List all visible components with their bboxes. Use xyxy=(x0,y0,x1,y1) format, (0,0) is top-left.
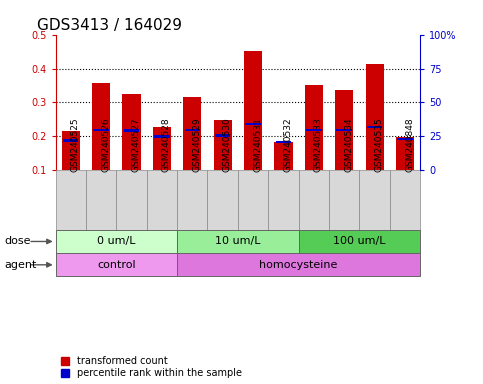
Bar xyxy=(245,122,261,125)
Bar xyxy=(274,142,293,170)
FancyBboxPatch shape xyxy=(298,170,329,230)
Text: homocysteine: homocysteine xyxy=(259,260,338,270)
FancyBboxPatch shape xyxy=(56,253,177,276)
Bar xyxy=(62,131,80,170)
Bar xyxy=(92,83,110,170)
Text: GSM240527: GSM240527 xyxy=(131,118,141,172)
Text: 0 um/L: 0 um/L xyxy=(97,237,136,247)
FancyBboxPatch shape xyxy=(56,170,86,230)
Text: 10 um/L: 10 um/L xyxy=(215,237,261,247)
FancyBboxPatch shape xyxy=(177,253,420,276)
Text: GSM240528: GSM240528 xyxy=(162,118,171,172)
FancyBboxPatch shape xyxy=(208,170,238,230)
Bar xyxy=(366,64,384,170)
FancyBboxPatch shape xyxy=(268,170,298,230)
Text: dose: dose xyxy=(5,237,31,247)
FancyBboxPatch shape xyxy=(116,170,147,230)
Text: GSM240529: GSM240529 xyxy=(192,118,201,172)
FancyBboxPatch shape xyxy=(329,170,359,230)
FancyBboxPatch shape xyxy=(56,230,177,253)
FancyBboxPatch shape xyxy=(359,170,390,230)
FancyBboxPatch shape xyxy=(390,170,420,230)
Text: GSM240525: GSM240525 xyxy=(71,118,80,172)
FancyBboxPatch shape xyxy=(147,170,177,230)
FancyBboxPatch shape xyxy=(238,170,268,230)
Bar xyxy=(185,129,200,131)
Text: GSM240534: GSM240534 xyxy=(344,118,353,172)
Bar xyxy=(154,135,170,137)
Bar xyxy=(396,137,414,170)
Bar xyxy=(213,120,232,170)
Text: 100 um/L: 100 um/L xyxy=(333,237,386,247)
Text: GSM240533: GSM240533 xyxy=(314,118,323,172)
Bar xyxy=(367,126,383,128)
Text: GDS3413 / 164029: GDS3413 / 164029 xyxy=(37,18,182,33)
Bar xyxy=(306,129,322,131)
FancyBboxPatch shape xyxy=(298,230,420,253)
Bar xyxy=(183,98,201,170)
Text: GSM240532: GSM240532 xyxy=(284,118,293,172)
FancyBboxPatch shape xyxy=(177,230,298,253)
Bar xyxy=(93,129,109,131)
Text: GSM240530: GSM240530 xyxy=(223,118,232,172)
Text: control: control xyxy=(97,260,136,270)
Bar xyxy=(244,51,262,170)
Bar xyxy=(153,127,171,170)
Bar xyxy=(63,139,79,142)
FancyBboxPatch shape xyxy=(177,170,208,230)
Bar xyxy=(122,94,141,170)
Text: GSM240535: GSM240535 xyxy=(375,118,384,172)
Bar xyxy=(337,129,352,131)
Text: GSM240531: GSM240531 xyxy=(253,118,262,172)
Bar xyxy=(305,85,323,170)
Bar xyxy=(397,137,413,140)
Text: GSM240526: GSM240526 xyxy=(101,118,110,172)
Text: agent: agent xyxy=(5,260,37,270)
Bar xyxy=(335,90,354,170)
Bar xyxy=(124,129,139,132)
Legend: transformed count, percentile rank within the sample: transformed count, percentile rank withi… xyxy=(60,355,243,379)
Bar xyxy=(215,134,230,137)
Text: GSM240848: GSM240848 xyxy=(405,118,414,172)
FancyBboxPatch shape xyxy=(86,170,116,230)
Bar xyxy=(276,141,291,143)
